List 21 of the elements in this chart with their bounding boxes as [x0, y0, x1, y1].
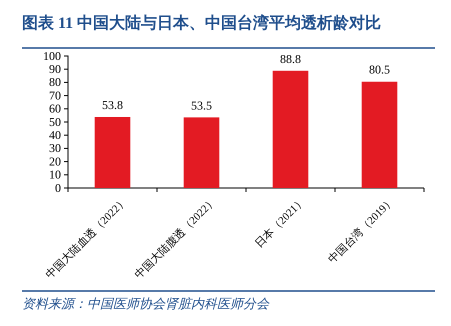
bar — [362, 82, 398, 188]
bar — [184, 117, 220, 188]
y-tick-label: 100 — [43, 48, 61, 63]
y-tick-label: 70 — [49, 88, 61, 102]
y-tick-label: 0 — [55, 180, 61, 195]
y-tick-label: 50 — [49, 114, 61, 129]
bar — [94, 116, 130, 188]
data-label: 53.8 — [102, 98, 123, 112]
data-label: 80.5 — [369, 62, 390, 77]
data-label: 53.5 — [191, 98, 212, 112]
y-tick-label: 20 — [49, 154, 61, 168]
y-tick-label: 60 — [49, 102, 61, 116]
text: 资料来源：中国医师协会肾脏内科医师分会 — [22, 296, 270, 311]
y-tick-label: 10 — [49, 168, 61, 182]
chart-title: 图表 11 中国大陆与日本、中国台湾平均透析龄对比 — [22, 13, 382, 32]
y-tick-label: 30 — [49, 141, 61, 156]
y-tick-label: 40 — [49, 128, 61, 142]
y-tick-label: 90 — [49, 62, 61, 76]
y-tick-label: 80 — [49, 75, 61, 90]
data-label: 88.8 — [280, 52, 301, 66]
bar — [272, 70, 308, 188]
